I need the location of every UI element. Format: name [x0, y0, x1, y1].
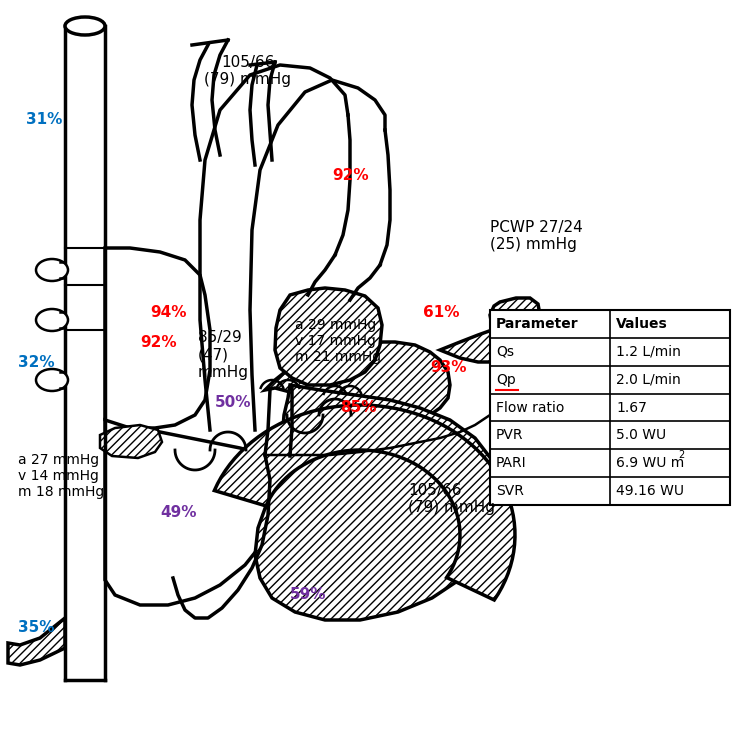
Text: PVR: PVR	[496, 428, 524, 442]
Polygon shape	[440, 330, 515, 362]
Text: PARI: PARI	[496, 456, 527, 470]
Text: 6.9 WU m: 6.9 WU m	[616, 456, 684, 470]
Text: Qs: Qs	[496, 345, 514, 359]
Text: 92%: 92%	[332, 168, 368, 183]
Text: Flow ratio: Flow ratio	[496, 400, 565, 415]
Bar	[65, 26, 105, 680]
Text: 2.0 L/min: 2.0 L/min	[616, 373, 681, 387]
Polygon shape	[265, 342, 450, 422]
Text: 85%: 85%	[340, 400, 376, 415]
Polygon shape	[100, 425, 162, 458]
Text: 35%: 35%	[18, 620, 55, 635]
Text: 5.0 WU: 5.0 WU	[616, 428, 666, 442]
Text: 59%: 59%	[290, 587, 326, 602]
Text: 1.2 L/min: 1.2 L/min	[616, 345, 681, 359]
Text: 93%: 93%	[430, 360, 466, 375]
Text: PCWP 27/24
(25) mmHg: PCWP 27/24 (25) mmHg	[490, 220, 583, 252]
Text: 49.16 WU: 49.16 WU	[616, 484, 684, 498]
Ellipse shape	[65, 17, 105, 35]
Text: 85/29
(47)
mmHg: 85/29 (47) mmHg	[198, 330, 249, 379]
Text: 32%: 32%	[18, 355, 55, 370]
Text: 105/66
(79) mmHg: 105/66 (79) mmHg	[205, 55, 291, 87]
Text: 2: 2	[678, 450, 684, 460]
Text: 94%: 94%	[150, 305, 187, 320]
Text: 49%: 49%	[160, 505, 196, 520]
Text: SVR: SVR	[496, 484, 524, 498]
Text: 1.67: 1.67	[616, 400, 647, 415]
Bar	[490, 310, 730, 505]
Ellipse shape	[36, 259, 68, 281]
Text: 50%: 50%	[215, 395, 252, 410]
Text: Qp: Qp	[496, 373, 515, 387]
Polygon shape	[255, 385, 500, 620]
Ellipse shape	[36, 369, 68, 391]
Polygon shape	[214, 405, 515, 600]
Polygon shape	[105, 420, 285, 605]
Text: 31%: 31%	[26, 112, 63, 127]
Ellipse shape	[36, 309, 68, 331]
Polygon shape	[275, 288, 382, 385]
Text: 61%: 61%	[423, 305, 459, 320]
Text: Parameter: Parameter	[496, 317, 579, 331]
Text: 105/66
(79) mmHg: 105/66 (79) mmHg	[408, 483, 495, 515]
Text: a 29 mmHg
v 17 mmHg
m 21 mmHg: a 29 mmHg v 17 mmHg m 21 mmHg	[295, 318, 381, 365]
Polygon shape	[105, 248, 210, 428]
Polygon shape	[490, 298, 540, 332]
Text: a 27 mmHg
v 14 mmHg
m 18 mmHg: a 27 mmHg v 14 mmHg m 18 mmHg	[18, 453, 105, 500]
Text: 92%: 92%	[140, 335, 176, 350]
Polygon shape	[8, 618, 65, 665]
Text: Values: Values	[616, 317, 668, 331]
